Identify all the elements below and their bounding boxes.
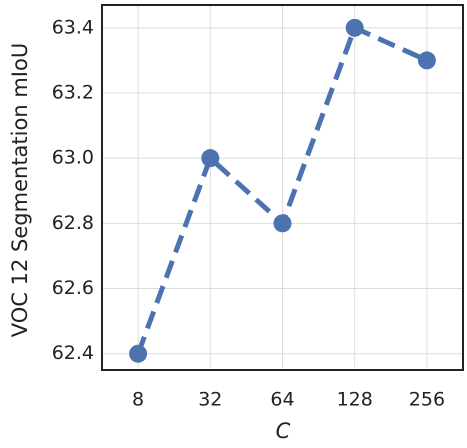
data-point [345,18,364,37]
y-tick-label: 63.2 [52,81,94,103]
x-tick-label: 8 [132,389,144,411]
y-tick-label: 63.4 [52,16,94,38]
y-tick-label: 62.8 [52,212,94,234]
y-tick-label: 62.6 [52,277,94,299]
data-point [273,214,292,233]
data-point [417,51,436,70]
y-axis-label: VOC 12 Segmentation mIoU [8,43,32,337]
x-tick-label: 32 [198,389,222,411]
y-tick-label: 62.4 [52,342,94,364]
x-axis-label: C [276,419,291,443]
data-point [129,344,148,363]
y-tick-label: 63.0 [52,147,94,169]
x-tick-label: 128 [337,389,373,411]
plot-frame [101,4,464,371]
data-point [201,149,220,168]
x-tick-label: 256 [409,389,445,411]
x-tick-label: 64 [270,389,294,411]
